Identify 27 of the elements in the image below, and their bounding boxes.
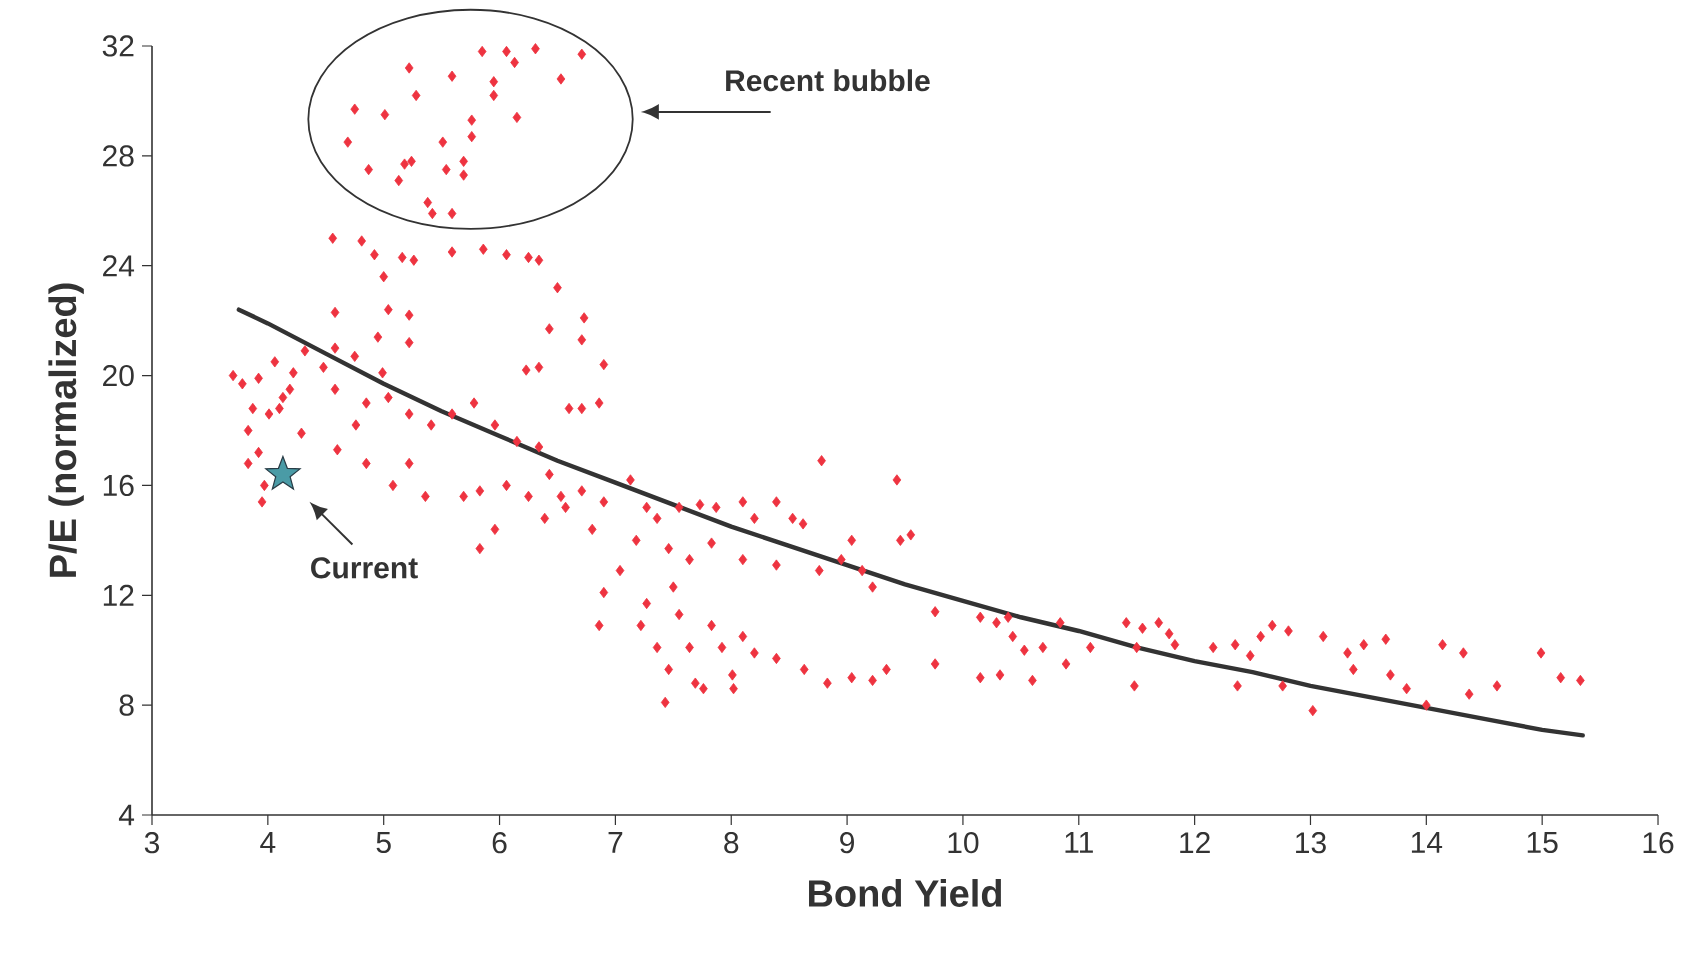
x-tick-label: 9 [840,832,854,854]
annotation: Recent bubble [726,69,930,92]
y-tick-label: 28 [103,145,134,167]
x-tick-label: 4 [260,832,276,853]
y-axis-title: P/E (normalized) [48,283,84,577]
x-tick-label: 10 [948,832,979,854]
line-series [236,307,1585,738]
x-tick-label: 16 [1643,832,1674,854]
y-tick-label: 24 [103,255,135,277]
x-tick-label: 14 [1411,832,1443,853]
x-tick-label: 6 [492,832,507,854]
x-tick-label: 13 [1296,832,1326,854]
x-tick-label: 8 [724,832,739,854]
x-tick-label: 3 [144,832,160,854]
x-tick-label: 12 [1180,832,1210,854]
y-tick-label: 16 [103,474,134,497]
y-tick-label: 32 [102,35,134,57]
y-tick-label: 4 [118,804,135,826]
x-tick-label: 11 [1065,832,1093,853]
x-tick-label: 5 [376,832,391,853]
x-tick-label: 15 [1527,832,1558,853]
x-axis-title: Bond Yield [809,879,1002,907]
x-tick-label: 7 [608,832,623,853]
y-tick-label: 20 [103,364,134,387]
y-tick-label: 12 [103,584,134,606]
annotation: Current [311,557,418,579]
y-tick-label: 8 [119,694,134,716]
